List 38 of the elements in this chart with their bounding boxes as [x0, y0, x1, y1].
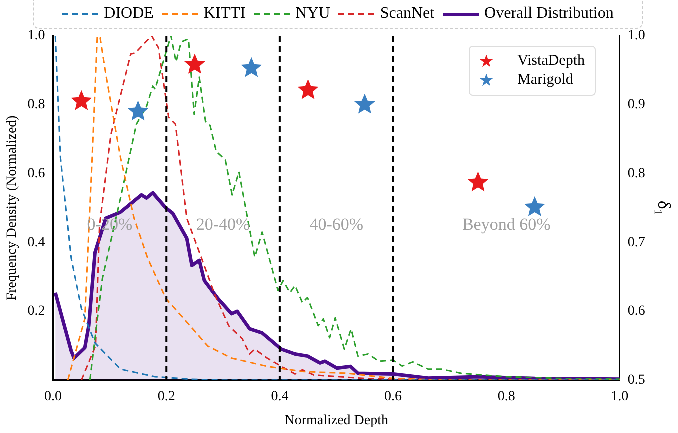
legend-label: Overall Distribution	[484, 5, 614, 23]
x-axis-title: Normalized Depth	[284, 413, 388, 428]
x-tick-label: 0.0	[44, 389, 62, 404]
y-tick-label: 1.0	[28, 28, 46, 44]
legend-label: NYU	[296, 5, 330, 23]
point	[354, 94, 376, 114]
legend-label: DIODE	[104, 5, 154, 23]
point	[71, 90, 92, 110]
annotation: 40-60%	[310, 214, 364, 234]
legend-label: VistaDepth	[518, 53, 585, 70]
y-tick-label: 0.2	[28, 304, 46, 320]
point	[468, 172, 489, 192]
x-tick-label: 0.6	[384, 389, 402, 404]
x-tick-label: 0.8	[498, 389, 516, 404]
x-tick-label: 0.2	[158, 389, 176, 404]
y-tick-label: 0.4	[28, 235, 46, 250]
x-tick-label: 0.4	[271, 389, 289, 404]
point	[298, 79, 319, 100]
y2-tick-label: 0.9	[628, 98, 646, 113]
point	[184, 54, 206, 74]
y2-tick-label: 0.7	[628, 235, 646, 250]
y2-tick-label: 0.8	[628, 166, 646, 182]
y2-axis-title: δ₁	[654, 200, 674, 216]
legend-label: KITTI	[204, 5, 246, 23]
y2-tick-label: 0.6	[628, 304, 646, 320]
y-tick-label: 0.6	[28, 166, 46, 182]
y-axis-title: Frequency Density (Normalized)	[5, 115, 20, 301]
annotation: Beyond 60%	[462, 214, 551, 234]
point	[128, 100, 149, 121]
y2-tick-label: 1.0	[628, 28, 646, 44]
point	[524, 196, 546, 216]
legend-label: ScanNet	[380, 5, 435, 23]
legend-label: Marigold	[518, 72, 574, 89]
x-tick-label: 1.0	[611, 389, 629, 404]
y-tick-label: 0.8	[28, 98, 46, 113]
annotation: 20-40%	[196, 214, 250, 234]
y2-tick-label: 0.5	[628, 373, 646, 388]
point	[241, 57, 262, 78]
